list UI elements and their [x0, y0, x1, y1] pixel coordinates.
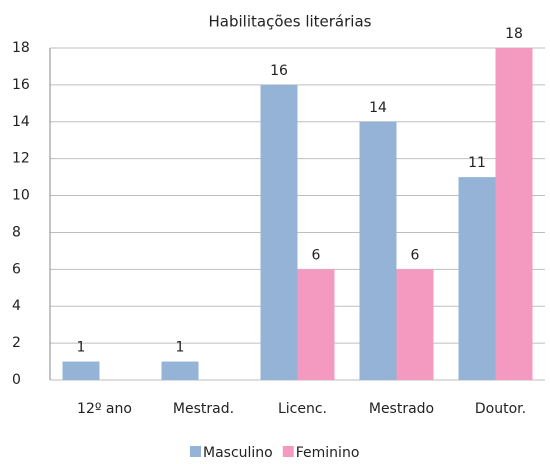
data-label: 1	[176, 340, 185, 356]
y-tick-label: 10	[12, 188, 30, 204]
y-tick-label: 4	[12, 298, 21, 314]
bar	[161, 361, 199, 380]
legend-swatch	[282, 446, 294, 457]
bar	[495, 48, 533, 380]
legend-label: Masculino	[203, 445, 273, 461]
data-label: 1	[77, 340, 86, 356]
data-label: 18	[505, 26, 523, 42]
y-tick-label: 12	[12, 151, 30, 167]
y-tick-label: 14	[12, 114, 30, 130]
data-label: 11	[468, 155, 486, 171]
legend-swatch	[190, 446, 201, 457]
bar	[396, 269, 434, 380]
y-tick-label: 0	[12, 372, 21, 388]
chart-title: Habilitações literárias	[209, 13, 372, 31]
x-tick-label: Licenc.	[278, 401, 327, 417]
y-tick-label: 18	[12, 40, 30, 56]
x-tick-label: Mestrado	[369, 401, 434, 417]
data-label: 16	[270, 63, 288, 79]
x-tick-label: Mestrad.	[173, 401, 234, 417]
data-label: 6	[411, 247, 420, 263]
bar	[458, 177, 496, 380]
x-tick-label: 12º ano	[77, 401, 132, 417]
bar	[297, 269, 335, 380]
bar	[260, 84, 298, 380]
bar	[359, 121, 397, 381]
bar	[62, 361, 100, 380]
legend-label: Feminino	[296, 445, 360, 461]
data-label: 6	[312, 247, 321, 263]
data-label: 14	[369, 100, 387, 116]
y-tick-label: 2	[12, 335, 21, 351]
y-tick-label: 8	[12, 224, 21, 240]
y-tick-label: 16	[12, 77, 30, 93]
x-tick-label: Doutor.	[475, 401, 526, 417]
y-tick-label: 6	[12, 261, 21, 277]
